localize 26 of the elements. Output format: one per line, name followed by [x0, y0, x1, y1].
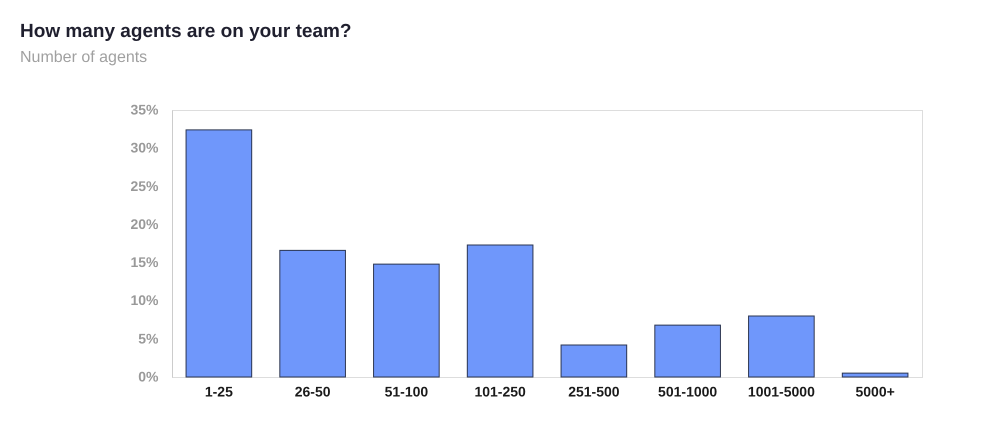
- x-tick-label: 51-100: [384, 384, 428, 400]
- x-tick-label: 1-25: [204, 384, 234, 400]
- y-tick-label: 20%: [130, 216, 160, 232]
- bar: [466, 244, 534, 378]
- chart-title: How many agents are on your team?: [20, 21, 352, 42]
- y-tick-label: 25%: [130, 178, 160, 194]
- y-tick-label: 35%: [130, 102, 160, 118]
- x-tick-label: 251-500: [568, 384, 620, 400]
- y-tick-label: 5%: [138, 330, 160, 346]
- chart-subtitle: Number of agents: [20, 49, 148, 66]
- bar: [654, 324, 721, 378]
- bar: [186, 129, 252, 378]
- y-tick-label: 10%: [130, 292, 160, 308]
- y-tick-label: 30%: [130, 140, 160, 156]
- x-tick-label: 5000+: [855, 384, 895, 400]
- bar: [373, 264, 440, 378]
- bar: [842, 372, 908, 378]
- bar: [279, 250, 346, 378]
- y-tick-label: 0%: [138, 368, 160, 384]
- y-tick-label: 15%: [130, 254, 160, 270]
- bar: [560, 344, 628, 378]
- x-tick-label: 501-1000: [658, 384, 718, 400]
- x-tick-label: 101-250: [474, 384, 526, 400]
- bar: [748, 315, 815, 378]
- x-tick-label: 1001-5000: [748, 384, 816, 400]
- x-tick-label: 26-50: [294, 384, 331, 400]
